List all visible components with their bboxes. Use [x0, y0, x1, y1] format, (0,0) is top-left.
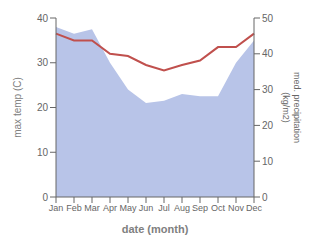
svg-text:max temp (C): max temp (C): [12, 77, 23, 138]
svg-text:Jan: Jan: [49, 203, 64, 213]
svg-text:date (month): date (month): [122, 223, 189, 235]
svg-text:30: 30: [37, 57, 49, 68]
svg-text:Oct: Oct: [211, 203, 226, 213]
svg-text:(kg/m2): (kg/m2): [281, 92, 291, 123]
svg-text:50: 50: [262, 13, 274, 24]
svg-text:Sep: Sep: [192, 203, 208, 213]
svg-text:Nov: Nov: [228, 203, 245, 213]
svg-text:Jul: Jul: [158, 203, 170, 213]
svg-text:20: 20: [37, 102, 49, 113]
svg-text:0: 0: [42, 192, 48, 203]
svg-text:Jun: Jun: [139, 203, 154, 213]
svg-text:med. precipitation: med. precipitation: [292, 72, 302, 143]
svg-text:Mar: Mar: [84, 203, 100, 213]
svg-text:Aug: Aug: [174, 203, 190, 213]
svg-text:10: 10: [37, 147, 49, 158]
svg-text:May: May: [119, 203, 137, 213]
svg-text:Apr: Apr: [103, 203, 117, 213]
svg-text:30: 30: [262, 84, 274, 95]
svg-text:20: 20: [262, 120, 274, 131]
svg-text:40: 40: [37, 13, 49, 24]
svg-text:40: 40: [262, 48, 274, 59]
svg-text:0: 0: [262, 192, 268, 203]
svg-text:Dec: Dec: [246, 203, 263, 213]
svg-text:Feb: Feb: [66, 203, 82, 213]
svg-text:10: 10: [262, 156, 274, 167]
